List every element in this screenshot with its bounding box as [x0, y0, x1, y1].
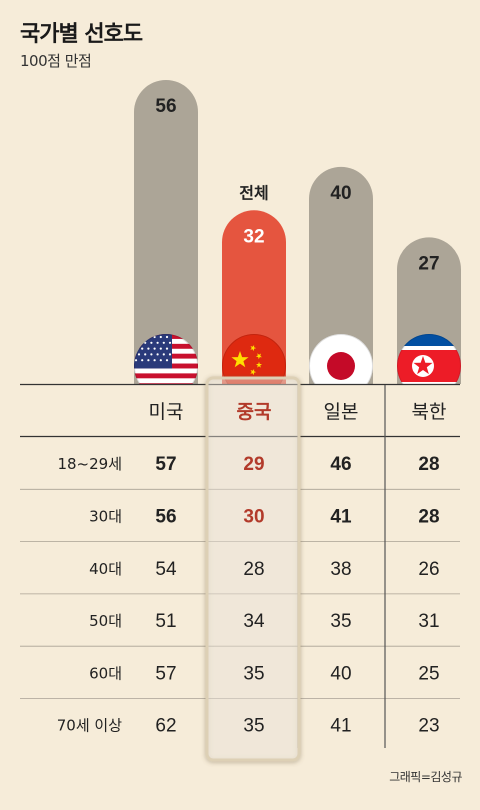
row-label: 50대 — [89, 612, 122, 630]
bar-value-label: 32 — [243, 226, 264, 247]
row-label: 70세 이상 — [57, 717, 122, 735]
bar-3 — [309, 166, 373, 384]
category-label: 북한 — [412, 401, 447, 423]
category-label: 중국 — [237, 401, 272, 423]
table-cell: 35 — [330, 611, 351, 632]
table-cell: 30 — [243, 506, 264, 527]
north-korea-flag-icon — [397, 334, 461, 384]
table-cell: 57 — [155, 663, 176, 684]
table-cell: 25 — [418, 663, 439, 684]
table-cell: 23 — [418, 716, 439, 737]
bar-value-label: 40 — [330, 183, 351, 204]
graphic-credit: 그래픽=김성규 — [389, 770, 462, 784]
category-label: 미국 — [149, 401, 184, 423]
bar-value-label: 56 — [155, 96, 176, 117]
row-label: 18~29세 — [57, 455, 122, 473]
table-cell: 34 — [243, 611, 265, 632]
row-label: 40대 — [89, 560, 122, 578]
table-cell: 41 — [330, 716, 351, 737]
table-cell: 62 — [155, 716, 176, 737]
highlight-column-box — [205, 376, 301, 762]
row-label: 60대 — [89, 664, 122, 682]
table-cell: 28 — [418, 506, 439, 527]
row-label: 30대 — [89, 507, 122, 525]
table-cell: 57 — [155, 454, 176, 475]
table-cell: 35 — [243, 716, 264, 737]
table-cell: 40 — [330, 663, 351, 684]
bar-value-label: 27 — [418, 253, 439, 274]
table-cell: 29 — [243, 454, 264, 475]
table-cell: 56 — [155, 506, 176, 527]
china-flag-icon — [222, 334, 286, 384]
table-cell: 28 — [418, 454, 439, 475]
highlight-series-label: 전체 — [239, 183, 268, 202]
table-cell: 31 — [418, 611, 439, 632]
table-cell: 38 — [330, 559, 351, 580]
bar-1 — [134, 80, 198, 384]
category-label: 일본 — [324, 401, 359, 423]
table-cell: 35 — [243, 663, 264, 684]
table-cell: 26 — [418, 559, 439, 580]
chart-title: 국가별 선호도 — [20, 22, 143, 47]
table-cell: 54 — [155, 559, 177, 580]
table-cell: 28 — [243, 559, 264, 580]
table-cell: 46 — [330, 454, 351, 475]
table-cell: 41 — [330, 506, 352, 527]
chart-subtitle: 100점 만점 — [20, 52, 92, 70]
japan-flag-icon — [309, 334, 373, 384]
table-cell: 51 — [155, 611, 176, 632]
